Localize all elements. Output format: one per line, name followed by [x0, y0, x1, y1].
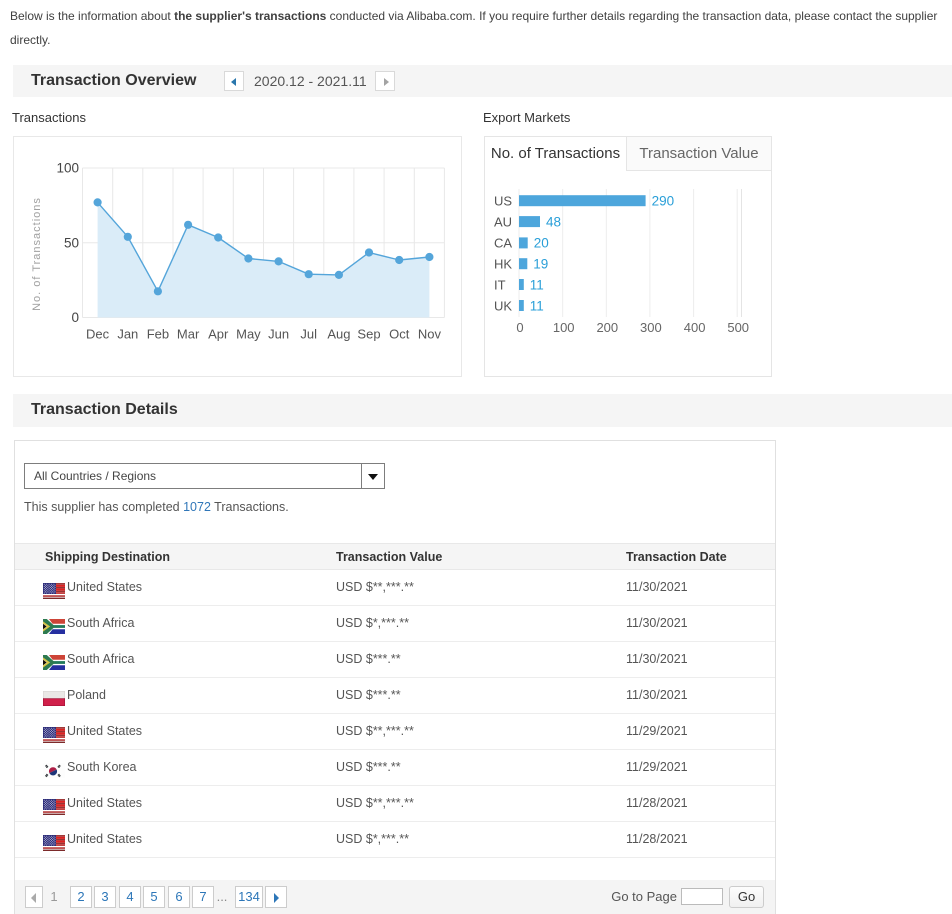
svg-text:IT: IT [494, 277, 506, 292]
svg-text:400: 400 [684, 320, 706, 335]
svg-text:100: 100 [56, 161, 79, 176]
svg-text:19: 19 [533, 257, 548, 272]
svg-text:Feb: Feb [147, 327, 169, 342]
svg-text:Sep: Sep [357, 327, 380, 342]
svg-text:100: 100 [553, 320, 575, 335]
svg-text:Mar: Mar [177, 327, 200, 342]
svg-text:50: 50 [64, 235, 79, 250]
svg-text:Apr: Apr [208, 327, 229, 342]
svg-text:No. of Transactions: No. of Transactions [31, 197, 43, 311]
svg-text:20: 20 [534, 236, 549, 251]
svg-text:300: 300 [640, 320, 662, 335]
svg-text:Jul: Jul [300, 327, 317, 342]
svg-text:Oct: Oct [389, 327, 410, 342]
svg-text:11: 11 [530, 298, 544, 313]
svg-text:0: 0 [516, 320, 523, 335]
svg-text:Nov: Nov [418, 327, 442, 342]
svg-text:Dec: Dec [86, 327, 110, 342]
svg-text:UK: UK [494, 298, 512, 313]
svg-text:CA: CA [494, 236, 512, 251]
svg-text:11: 11 [530, 277, 544, 292]
svg-text:500: 500 [727, 320, 749, 335]
svg-text:200: 200 [596, 320, 618, 335]
svg-text:HK: HK [494, 257, 512, 272]
svg-text:US: US [494, 194, 512, 209]
svg-text:48: 48 [546, 214, 561, 229]
svg-text:Aug: Aug [327, 327, 350, 342]
svg-text:Jun: Jun [268, 327, 289, 342]
svg-text:Jan: Jan [117, 327, 138, 342]
svg-text:290: 290 [652, 194, 675, 209]
svg-text:0: 0 [71, 310, 79, 325]
svg-text:AU: AU [494, 214, 512, 229]
svg-text:May: May [236, 327, 261, 342]
